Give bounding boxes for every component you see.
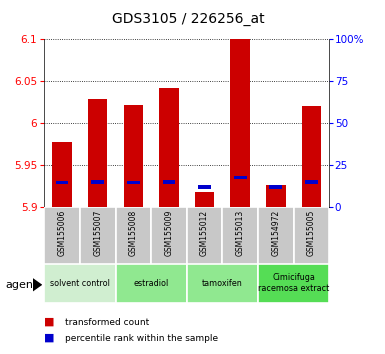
Bar (266, 185, 286, 207)
Bar (258, 207, 294, 264)
Text: tamoxifen: tamoxifen (202, 279, 243, 288)
Bar (52, 142, 72, 207)
Bar (234, 176, 246, 179)
Text: GSM155005: GSM155005 (307, 210, 316, 256)
Text: GSM155009: GSM155009 (164, 210, 173, 256)
Text: transformed count: transformed count (65, 318, 150, 327)
Bar (230, 39, 250, 207)
Bar (56, 181, 69, 184)
Bar (116, 264, 187, 303)
Bar (270, 185, 282, 189)
Bar (187, 264, 258, 303)
Text: ■: ■ (44, 333, 55, 343)
Bar (44, 207, 80, 264)
Text: agent: agent (6, 280, 38, 290)
Text: solvent control: solvent control (50, 279, 110, 288)
Text: GSM155007: GSM155007 (93, 210, 102, 256)
Bar (187, 207, 223, 264)
Text: GSM155013: GSM155013 (236, 210, 244, 256)
Bar (162, 180, 175, 184)
Bar (80, 207, 116, 264)
Text: estradiol: estradiol (134, 279, 169, 288)
Bar (116, 207, 151, 264)
Text: GSM154972: GSM154972 (271, 210, 280, 256)
Bar (195, 192, 214, 207)
Text: GSM155012: GSM155012 (200, 210, 209, 256)
Text: ■: ■ (44, 317, 55, 327)
Text: Cimicifuga
racemosa extract: Cimicifuga racemosa extract (258, 274, 329, 293)
Bar (88, 99, 107, 207)
Text: GSM155008: GSM155008 (129, 210, 138, 256)
Bar (301, 106, 321, 207)
Text: percentile rank within the sample: percentile rank within the sample (65, 333, 219, 343)
Polygon shape (33, 278, 42, 292)
Text: GSM155006: GSM155006 (58, 210, 67, 256)
Bar (127, 181, 140, 184)
Bar (293, 207, 329, 264)
Bar (124, 104, 143, 207)
Bar (258, 264, 329, 303)
Bar (44, 264, 116, 303)
Bar (159, 88, 179, 207)
Bar (151, 207, 187, 264)
Bar (223, 207, 258, 264)
Bar (198, 185, 211, 189)
Text: GDS3105 / 226256_at: GDS3105 / 226256_at (112, 12, 265, 27)
Bar (91, 180, 104, 184)
Bar (305, 180, 318, 184)
